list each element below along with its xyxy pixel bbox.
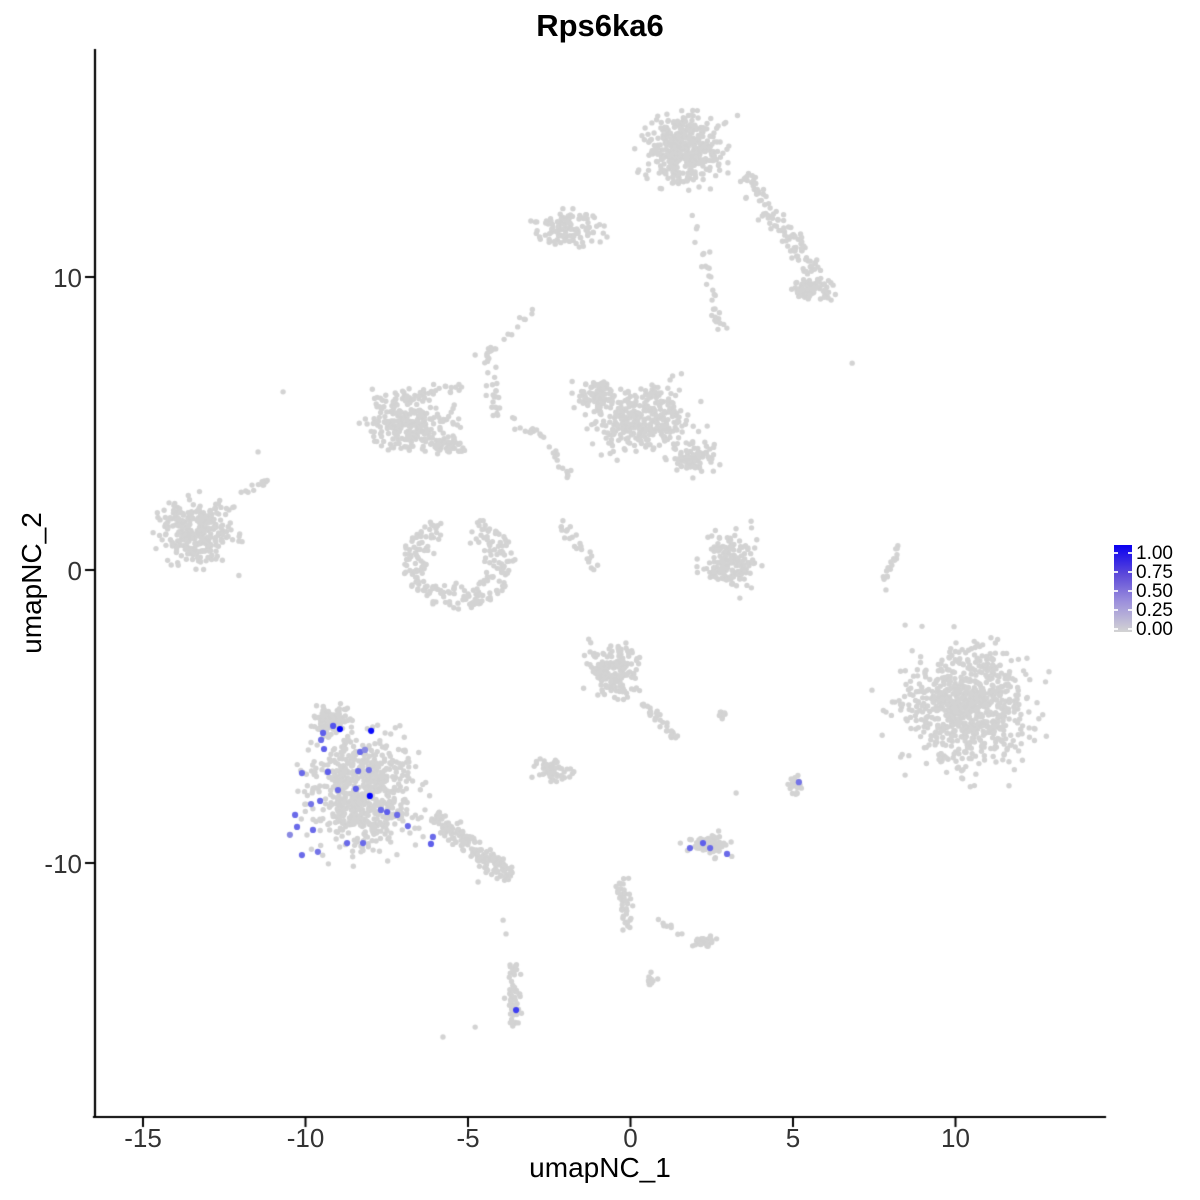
legend-tick-label-4: 0.00	[1136, 619, 1173, 641]
legend-tick-mark	[1114, 551, 1118, 554]
legend-tick-mark	[1128, 609, 1132, 612]
legend-tick-mark	[1114, 609, 1118, 612]
y-axis-title: umapNC_2	[16, 512, 47, 654]
legend-tick-mark	[1128, 628, 1132, 631]
y-tick-label-0: 10	[53, 263, 82, 293]
legend-tick-mark	[1114, 590, 1118, 593]
y-tick-label-2: -10	[44, 849, 82, 879]
legend-tick-mark	[1114, 570, 1118, 573]
legend-tick-mark	[1114, 628, 1118, 631]
legend-tick-mark	[1128, 570, 1132, 573]
x-tick-label-5: 10	[941, 1123, 970, 1153]
x-tick-label-0: -15	[124, 1123, 162, 1153]
x-tick-label-1: -10	[286, 1123, 325, 1153]
legend-tick-label-3: 0.25	[1136, 600, 1173, 622]
expression-legend: 1.00 0.75 0.50 0.25 0.00	[1108, 538, 1200, 648]
legend-tick-mark	[1128, 551, 1132, 554]
y-tick-label-1: 0	[67, 556, 82, 586]
legend-tick-mark	[1128, 590, 1132, 593]
x-tick-label-4: 5	[785, 1123, 801, 1153]
x-tick-label-2: -5	[456, 1123, 480, 1153]
legend-tick-label-0: 1.00	[1136, 542, 1173, 564]
x-axis-title: umapNC_1	[529, 1152, 671, 1183]
legend-tick-label-1: 0.75	[1136, 561, 1173, 583]
legend-tick-label-2: 0.50	[1136, 581, 1173, 603]
legend-gradient-bar	[1114, 545, 1132, 632]
x-tick-label-3: 0	[623, 1123, 638, 1153]
